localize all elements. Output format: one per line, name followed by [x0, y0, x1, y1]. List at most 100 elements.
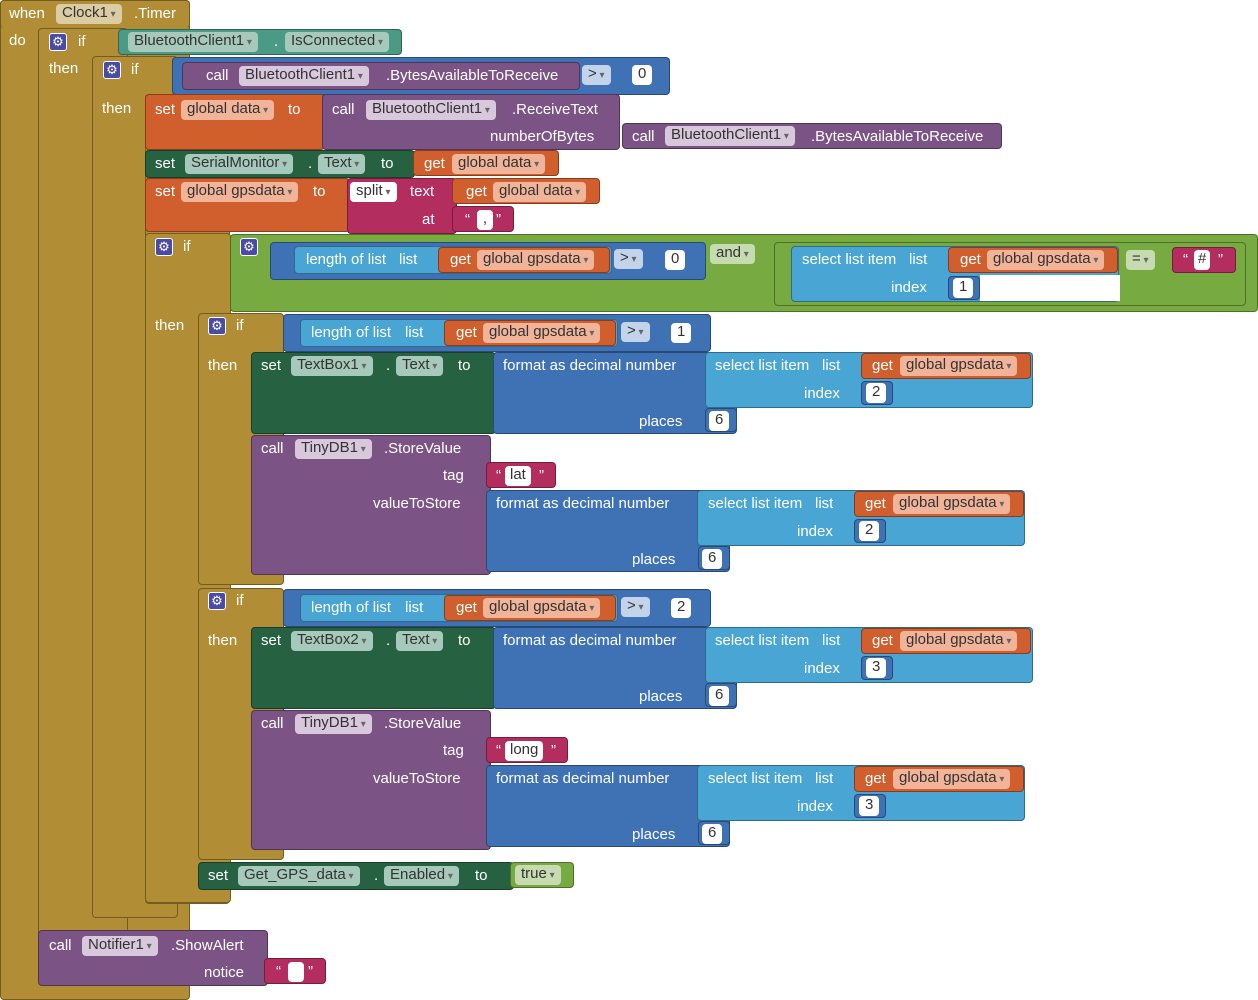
get-label: get: [456, 324, 477, 341]
list-label: list: [909, 251, 928, 268]
format-decimal-block[interactable]: [493, 352, 737, 434]
dot: .: [274, 33, 279, 50]
mutator-gear-icon[interactable]: ⚙: [240, 238, 258, 256]
length-of-list-label: length of list: [306, 251, 387, 268]
value-to-store-label: valueToStore: [373, 495, 461, 512]
then-label: then: [49, 60, 79, 77]
to-label: to: [475, 867, 488, 884]
bytes-available-method: .BytesAvailableToReceive: [386, 67, 559, 84]
gt-operator-dropdown[interactable]: >: [582, 65, 611, 85]
global-gpsdata-dropdown[interactable]: global gpsdata: [900, 631, 1018, 651]
index-number[interactable]: 2: [866, 383, 887, 403]
list-label: list: [815, 770, 834, 787]
mutator-gear-icon[interactable]: ⚙: [49, 33, 67, 51]
text-property-dropdown[interactable]: Text: [396, 631, 444, 651]
global-gpsdata-dropdown[interactable]: global gpsdata: [893, 494, 1011, 514]
global-data-dropdown[interactable]: global data: [181, 100, 275, 120]
textbox1-dropdown[interactable]: TextBox1: [291, 356, 373, 376]
global-gpsdata-dropdown[interactable]: global gpsdata: [181, 182, 299, 202]
mutator-gear-icon[interactable]: ⚙: [208, 317, 226, 335]
receive-text-method: .ReceiveText: [512, 101, 598, 118]
global-data-dropdown[interactable]: global data: [493, 182, 587, 202]
number-of-bytes-label: numberOfBytes: [490, 128, 595, 145]
clock-component-dropdown[interactable]: Clock1: [56, 4, 122, 24]
tinydb1-dropdown[interactable]: TinyDB1: [295, 439, 372, 459]
get-label: get: [450, 251, 471, 268]
dot: .: [386, 632, 391, 649]
bt-component-dropdown[interactable]: BluetoothClient1: [665, 126, 795, 146]
mutator-gear-icon[interactable]: ⚙: [208, 592, 226, 610]
enabled-property-dropdown[interactable]: Enabled: [384, 866, 459, 886]
list-label: list: [399, 251, 418, 268]
global-gpsdata-dropdown[interactable]: global gpsdata: [477, 250, 595, 270]
text-property-dropdown[interactable]: Text: [318, 154, 366, 174]
length-of-list-label: length of list: [311, 599, 392, 616]
index-number[interactable]: 3: [866, 658, 887, 678]
long-text-value[interactable]: long: [505, 741, 544, 761]
number-one[interactable]: 1: [671, 323, 692, 343]
true-value-dropdown[interactable]: true: [515, 865, 561, 885]
to-label: to: [458, 632, 471, 649]
isconnected-dropdown[interactable]: IsConnected: [285, 32, 390, 52]
number-zero[interactable]: 0: [632, 65, 653, 85]
tinydb1-dropdown[interactable]: TinyDB1: [295, 714, 372, 734]
mutator-gear-icon[interactable]: ⚙: [103, 61, 121, 79]
format-decimal-block[interactable]: [493, 627, 737, 709]
index-number[interactable]: 2: [859, 521, 880, 541]
places-number[interactable]: 6: [702, 549, 723, 569]
bt-component-dropdown[interactable]: BluetoothClient1: [128, 32, 258, 52]
empty-text-value[interactable]: [288, 962, 304, 982]
storevalue-method: .StoreValue: [384, 440, 462, 457]
call-label: call: [632, 128, 655, 145]
gt-operator-dropdown[interactable]: >: [621, 597, 650, 617]
format-decimal-block[interactable]: [486, 490, 730, 572]
global-data-dropdown[interactable]: global data: [452, 154, 546, 174]
textbox2-dropdown[interactable]: TextBox2: [291, 631, 373, 651]
to-label: to: [458, 357, 471, 374]
tinydb1-storevalue-call[interactable]: [251, 710, 491, 850]
notifier1-dropdown[interactable]: Notifier1: [82, 936, 158, 956]
serialmonitor-dropdown[interactable]: SerialMonitor: [185, 154, 294, 174]
get-label: get: [424, 155, 445, 172]
index-number[interactable]: 3: [859, 796, 880, 816]
number-two[interactable]: 2: [671, 598, 692, 618]
get-gps-data-dropdown[interactable]: Get_GPS_data: [238, 866, 360, 886]
quote-close: ”: [496, 211, 501, 228]
quote-open: “: [496, 467, 501, 484]
list-label: list: [822, 357, 841, 374]
gt-operator-dropdown[interactable]: >: [621, 322, 650, 342]
places-number[interactable]: 6: [702, 824, 723, 844]
tinydb1-storevalue-call[interactable]: [251, 435, 491, 575]
and-operator-dropdown[interactable]: and: [710, 244, 755, 264]
at-label: at: [422, 211, 435, 228]
bt-component-dropdown[interactable]: BluetoothClient1: [366, 100, 496, 120]
empty-gap: [980, 275, 1120, 301]
global-gpsdata-dropdown[interactable]: global gpsdata: [483, 323, 601, 343]
comma-text-value[interactable]: ,: [477, 210, 493, 230]
get-label: get: [865, 770, 886, 787]
text-property-dropdown[interactable]: Text: [396, 356, 444, 376]
number-one[interactable]: 1: [953, 278, 974, 298]
places-number[interactable]: 6: [709, 686, 730, 706]
places-number[interactable]: 6: [709, 411, 730, 431]
split-mode-dropdown[interactable]: split: [350, 182, 397, 202]
select-list-item-label: select list item: [708, 495, 803, 512]
format-decimal-label: format as decimal number: [496, 495, 670, 512]
lat-text-value[interactable]: lat: [505, 466, 531, 486]
gt-operator-dropdown[interactable]: >: [614, 249, 643, 269]
hash-text-value[interactable]: #: [1194, 250, 1211, 270]
global-gpsdata-dropdown[interactable]: global gpsdata: [483, 598, 601, 618]
eq-operator-dropdown[interactable]: =: [1126, 250, 1155, 270]
global-gpsdata-dropdown[interactable]: global gpsdata: [987, 250, 1105, 270]
bt-component-dropdown[interactable]: BluetoothClient1: [239, 66, 369, 86]
text-label: text: [410, 183, 435, 200]
index-label: index: [797, 798, 833, 815]
get-label: get: [872, 357, 893, 374]
global-gpsdata-dropdown[interactable]: global gpsdata: [893, 769, 1011, 789]
global-gpsdata-dropdown[interactable]: global gpsdata: [900, 356, 1018, 376]
mutator-gear-icon[interactable]: ⚙: [155, 238, 173, 256]
number-zero[interactable]: 0: [665, 250, 686, 270]
get-label: get: [466, 183, 487, 200]
to-label: to: [381, 155, 394, 172]
set-label: set: [155, 183, 176, 200]
